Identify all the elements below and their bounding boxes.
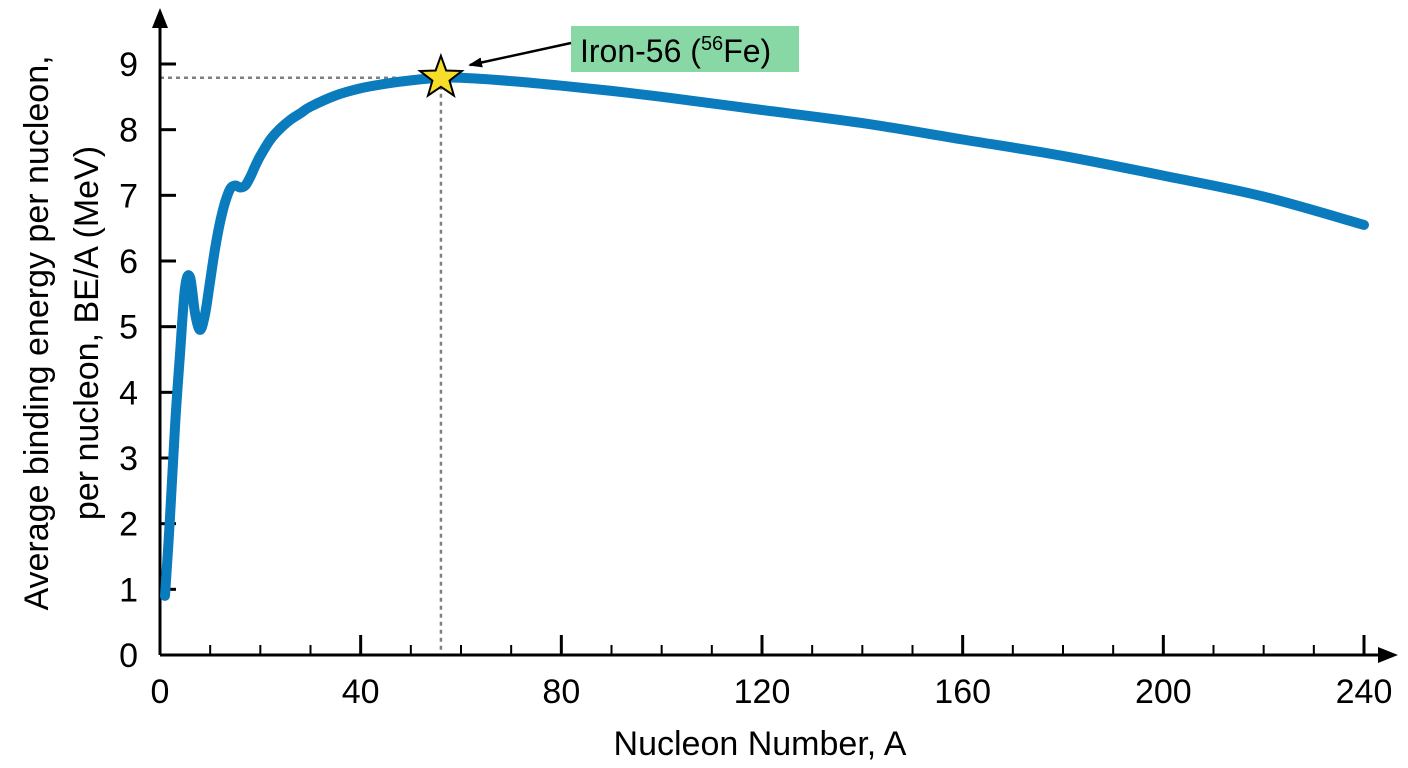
y-ticks: 0 1 2 3 4 5 6 7 8 9 bbox=[119, 46, 176, 675]
axes bbox=[152, 8, 1398, 663]
y-tick-label: 7 bbox=[119, 177, 138, 215]
y-tick-label: 8 bbox=[119, 112, 138, 150]
annotation-label-main: Iron-56 ( bbox=[580, 33, 701, 69]
x-tick-label: 160 bbox=[934, 673, 991, 711]
y-tick-label: 0 bbox=[119, 637, 138, 675]
annotation-label-superscript: 56 bbox=[701, 33, 723, 55]
y-axis-title-line-2: per nucleon, BE/A (MeV) bbox=[68, 146, 106, 520]
y-tick-label: 2 bbox=[119, 506, 138, 544]
y-tick-label: 9 bbox=[119, 46, 138, 84]
y-tick-label: 4 bbox=[119, 374, 138, 412]
iron-56-star-marker bbox=[417, 52, 465, 99]
x-tick-label: 240 bbox=[1336, 673, 1393, 711]
x-tick-label: 120 bbox=[734, 673, 791, 711]
y-axis-arrowhead bbox=[152, 8, 168, 28]
iron-56-annotation: Iron-56 (56Fe) bbox=[468, 26, 799, 72]
x-tick-label: 200 bbox=[1135, 673, 1192, 711]
x-axis-title: Nucleon Number, A bbox=[614, 725, 907, 763]
annotation-label: Iron-56 (56Fe) bbox=[580, 33, 771, 69]
y-tick-label: 6 bbox=[119, 243, 138, 281]
x-tick-label: 80 bbox=[542, 673, 580, 711]
binding-energy-curve bbox=[160, 72, 1369, 601]
annotation-box bbox=[571, 26, 799, 72]
x-tick-label: 0 bbox=[151, 673, 170, 711]
y-axis-title-line-1: Average binding energy per nucleon, bbox=[18, 55, 56, 610]
annotation-label-end: Fe) bbox=[723, 33, 771, 69]
x-ticks: 0 40 80 120 160 200 240 bbox=[151, 635, 1393, 711]
y-tick-label: 1 bbox=[119, 571, 138, 609]
y-tick-label: 3 bbox=[119, 440, 138, 478]
x-tick-label: 40 bbox=[342, 673, 380, 711]
y-tick-label: 5 bbox=[119, 309, 138, 347]
annotation-arrow bbox=[468, 41, 572, 68]
x-axis-arrowhead bbox=[1378, 647, 1398, 663]
